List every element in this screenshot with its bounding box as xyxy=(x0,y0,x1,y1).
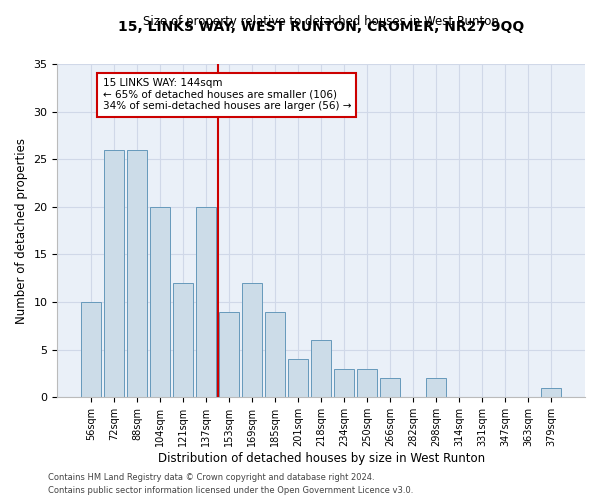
Bar xyxy=(151,207,170,398)
Bar xyxy=(289,359,308,398)
Bar xyxy=(242,283,262,398)
Bar xyxy=(173,283,193,398)
Bar xyxy=(311,340,331,398)
Bar xyxy=(104,150,124,398)
Y-axis label: Number of detached properties: Number of detached properties xyxy=(15,138,28,324)
Bar xyxy=(127,150,147,398)
Bar xyxy=(380,378,400,398)
Bar xyxy=(220,312,239,398)
Title: Size of property relative to detached houses in West Runton: Size of property relative to detached ho… xyxy=(143,15,499,28)
Bar xyxy=(265,312,285,398)
Text: Contains HM Land Registry data © Crown copyright and database right 2024.
Contai: Contains HM Land Registry data © Crown c… xyxy=(48,474,413,495)
Bar xyxy=(196,207,216,398)
Text: 15, LINKS WAY, WEST RUNTON, CROMER, NR27 9QQ: 15, LINKS WAY, WEST RUNTON, CROMER, NR27… xyxy=(118,20,524,34)
Bar xyxy=(358,369,377,398)
X-axis label: Distribution of detached houses by size in West Runton: Distribution of detached houses by size … xyxy=(158,452,485,465)
Text: 15 LINKS WAY: 144sqm
← 65% of detached houses are smaller (106)
34% of semi-deta: 15 LINKS WAY: 144sqm ← 65% of detached h… xyxy=(103,78,351,112)
Bar xyxy=(541,388,561,398)
Bar xyxy=(82,302,101,398)
Bar xyxy=(334,369,354,398)
Bar xyxy=(427,378,446,398)
